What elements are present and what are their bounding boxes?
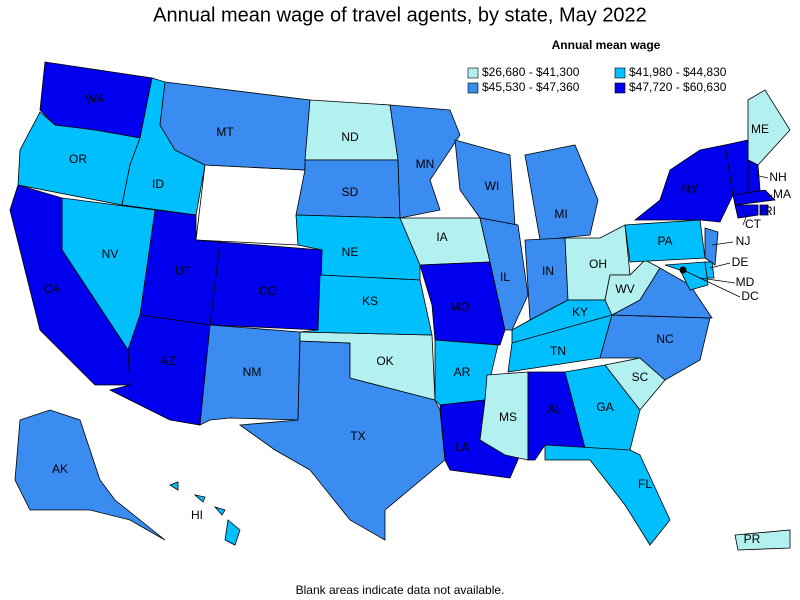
legend-label: $26,680 - $41,300 <box>482 65 580 79</box>
state-label: PA <box>657 234 672 248</box>
state-label: NH <box>769 170 786 184</box>
state-label: NV <box>102 247 119 261</box>
state-label: MN <box>416 157 435 171</box>
leader-line <box>759 209 765 213</box>
state-label: MA <box>773 187 791 201</box>
state <box>224 519 241 546</box>
leader-line <box>754 174 769 179</box>
legend-swatch <box>467 82 479 94</box>
leader-line <box>699 277 736 284</box>
state <box>544 444 671 546</box>
state <box>734 204 759 219</box>
leader-line <box>767 194 773 198</box>
state-label: HI <box>191 508 203 522</box>
state-label: NE <box>342 245 359 259</box>
state-label: AR <box>454 365 471 379</box>
leader-line <box>682 269 741 298</box>
note: Blank areas indicate data not available. <box>296 583 505 597</box>
state-label: RI <box>764 204 776 218</box>
leader-line <box>711 241 734 246</box>
state-label: UT <box>175 264 192 278</box>
state-label: ID <box>152 177 164 191</box>
state-label: TX <box>350 429 365 443</box>
state-label: DC <box>741 289 759 303</box>
state-label: WA <box>86 92 105 106</box>
state-label: AL <box>548 402 563 416</box>
state-label: NY <box>682 182 699 196</box>
state <box>610 267 713 319</box>
state-label: MO <box>450 300 469 314</box>
state-label: MD <box>736 275 755 289</box>
state <box>389 104 461 219</box>
leader-line <box>709 262 731 269</box>
state-label: LA <box>455 440 470 454</box>
state-label: SC <box>632 370 649 384</box>
state-label: PR <box>744 532 761 546</box>
state-label: KY <box>572 305 588 319</box>
state-label: OH <box>589 257 607 271</box>
legend-title: Annual mean wage <box>552 38 661 52</box>
legend-swatch <box>467 67 479 79</box>
state <box>14 409 166 541</box>
state-label: TN <box>550 344 566 358</box>
state-label: ME <box>751 122 769 136</box>
state <box>734 529 791 551</box>
state-label: ND <box>341 130 359 144</box>
legend-label: $47,720 - $60,630 <box>629 80 727 94</box>
state <box>524 144 599 241</box>
state <box>169 481 179 491</box>
state-label: NM <box>243 365 262 379</box>
leader-line <box>742 211 749 226</box>
state-label: FL <box>638 477 652 491</box>
state-label: DE <box>732 255 749 269</box>
state-label: IL <box>500 270 510 284</box>
state-label: NJ <box>736 234 751 248</box>
state-label: AK <box>52 462 68 476</box>
state-no-data <box>195 164 306 246</box>
state-label: CA <box>44 282 61 296</box>
state-label: CT <box>745 217 762 231</box>
state-label: OR <box>69 152 87 166</box>
legend-swatch <box>614 82 626 94</box>
state-label: SD <box>342 185 359 199</box>
map-title: Annual mean wage of travel agents, by st… <box>153 4 647 26</box>
state-label: CO <box>259 284 277 298</box>
state <box>664 261 709 291</box>
state <box>193 494 206 503</box>
state-label: KS <box>362 294 378 308</box>
legend-label: $45,530 - $47,360 <box>482 80 580 94</box>
state-label: WI <box>485 179 500 193</box>
state-label: OK <box>376 354 393 368</box>
legend-swatch <box>614 67 626 79</box>
state-label: AZ <box>160 354 175 368</box>
state-label: WV <box>615 282 634 296</box>
state <box>732 189 776 206</box>
state-label: IA <box>436 230 447 244</box>
state <box>747 159 761 196</box>
state <box>704 227 719 266</box>
state-label: MI <box>554 207 567 221</box>
state-label: IN <box>542 264 554 278</box>
state <box>213 506 226 516</box>
state <box>299 274 433 336</box>
state-label: GA <box>596 400 613 414</box>
legend-label: $41,980 - $44,830 <box>629 65 727 79</box>
state-label: NC <box>656 332 674 346</box>
state-label: MS <box>499 410 517 424</box>
state-label: MT <box>216 125 234 139</box>
